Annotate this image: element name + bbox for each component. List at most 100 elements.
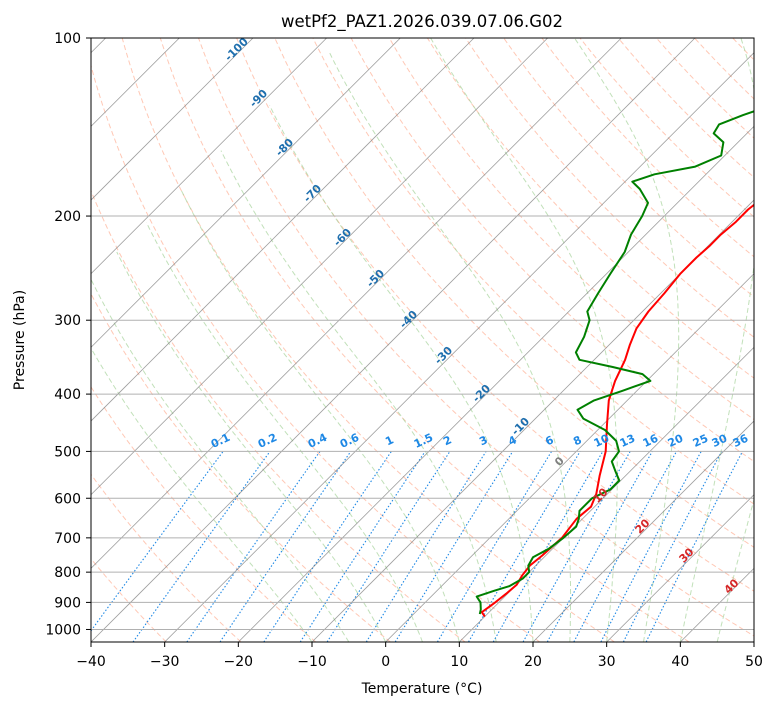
dry-adiabat-label: 20 (633, 516, 653, 536)
y-tick-label: 900 (54, 595, 81, 611)
dry-adiabat-line (541, 38, 754, 258)
isotherm-line (91, 38, 622, 569)
mixing-ratio-line (436, 451, 553, 642)
inline-label-layer: -100-90-80-70-60-50-40-30-20-100.1 0.2 0.4… (209, 35, 751, 597)
dry-adiabat-label: 30 (677, 545, 697, 565)
dry-adiabat-line (757, 0, 775, 642)
mixing-ratio-label: 16 (641, 432, 661, 450)
isotherm-line (91, 38, 401, 348)
dry-adiabat-line (91, 189, 466, 642)
dry-adiabat-line (388, 38, 754, 421)
x-tick-label: 50 (745, 654, 763, 670)
isotherm-line (606, 494, 754, 642)
dry-adiabat-line (426, 38, 754, 379)
y-tick-label: 600 (54, 491, 81, 507)
mixing-ratio-line (394, 451, 514, 642)
mixing-ratio-line (132, 451, 271, 642)
dry-adiabat-line (91, 292, 391, 642)
dry-adiabat-line (312, 38, 754, 505)
y-tick-label: 800 (54, 565, 81, 581)
temperature-profile-line (480, 203, 754, 618)
x-axis-title: Temperature (°C) (361, 681, 483, 697)
plot-frame (90, 37, 755, 643)
mixing-ratio-line (365, 451, 487, 642)
dry-adiabat-line (655, 38, 754, 139)
dry-adiabat-line (274, 38, 754, 548)
dry-adiabat-line (350, 38, 754, 463)
dry-adiabat-line (121, 38, 615, 642)
dry-adiabat-line (465, 38, 754, 338)
moist-adiabat-label: -100 (222, 35, 251, 64)
mixing-ratio-line (91, 451, 224, 632)
dry-adiabat-line (197, 38, 754, 637)
dry-adiabat-line (617, 38, 754, 179)
chart-title: wetPf2_PAZ1.2026.039.07.06.G02 (281, 12, 563, 32)
isotherm-line (311, 199, 754, 642)
dry-adiabat-line (91, 557, 167, 642)
mixing-ratio-label: 36 (731, 432, 751, 450)
moist-adiabat-line (116, 251, 387, 642)
dry-adiabat-line (659, 0, 775, 642)
dry-adiabat-line (693, 38, 754, 100)
isotherm-line (91, 38, 475, 422)
x-tick-label: 20 (524, 654, 542, 670)
moist-adiabat-line (220, 150, 497, 642)
axis-layer: −40 −30 −20 −10 0 10 20 30 40 50 100 200 300 400 500 60… (45, 31, 763, 670)
mixing-ratio-line (546, 451, 653, 642)
x-tick-label: −20 (224, 654, 254, 670)
moist-adiabat-label: -60 (331, 226, 354, 249)
moist-adiabat-line (679, 38, 754, 642)
y-axis-title: Pressure (hPa) (12, 290, 28, 390)
x-tick-label: 0 (381, 654, 390, 670)
dewpoint-profile-line (475, 110, 754, 615)
isotherm-line (91, 38, 254, 201)
mixing-ratio-label: 20 (666, 432, 686, 450)
x-tick-label: −10 (297, 654, 327, 670)
mixing-ratio-line (522, 451, 631, 642)
dry-adiabat-label: 40 (722, 576, 742, 596)
moist-adiabat-line (574, 38, 680, 642)
mixing-ratio-line (326, 451, 451, 642)
mixing-ratio-label: 0.4 (306, 431, 329, 451)
mixing-ratio-line (645, 451, 743, 642)
moist-adiabat-line (716, 497, 754, 642)
dry-adiabat-line (503, 38, 754, 298)
dry-adiabat-line (91, 385, 317, 642)
mixing-ratio-line (299, 451, 426, 642)
mixing-ratio-label: 13 (618, 432, 637, 450)
isotherm-line (753, 641, 754, 642)
dry-adiabat-line (236, 38, 754, 592)
dry-adiabat-line (732, 38, 754, 61)
mixing-ratio-line (263, 451, 392, 642)
moist-adiabat-label: -70 (301, 182, 324, 205)
mixing-ratio-line (600, 451, 702, 642)
mixing-ratio-line (219, 451, 352, 642)
moist-adiabat-label: -30 (432, 344, 455, 367)
mixing-ratio-label: 0.1 (209, 431, 232, 451)
x-tick-label: −40 (76, 654, 106, 670)
moist-adiabat-line (328, 50, 572, 642)
y-tick-label: 300 (54, 313, 81, 329)
moist-adiabat-label: -40 (397, 308, 420, 331)
isotherm-line (532, 420, 754, 642)
moist-adiabat-label: -20 (470, 382, 493, 405)
mixing-ratio-label: 30 (710, 432, 730, 450)
mixing-ratio-label: 10 (592, 432, 612, 450)
mixing-ratio-label: 3 (477, 433, 489, 448)
dry-adiabat-line (91, 63, 541, 642)
moist-adiabat-line (430, 38, 618, 642)
mixing-ratio-label: 0.2 (256, 431, 279, 451)
moist-adiabat-label: -90 (247, 87, 270, 110)
isotherm-line (238, 125, 754, 642)
dry-adiabat-line (91, 473, 242, 642)
mixing-ratio-label: 2 (441, 433, 453, 448)
moist-adiabat-line (180, 188, 460, 642)
isotherm-line (164, 52, 754, 642)
isotherm-line (385, 273, 754, 642)
isotherm-line (680, 567, 754, 642)
isotherm-line (91, 38, 327, 275)
x-tick-label: 10 (450, 654, 468, 670)
mixing-ratio-label: 25 (691, 432, 710, 450)
y-tick-label: 500 (54, 444, 81, 460)
